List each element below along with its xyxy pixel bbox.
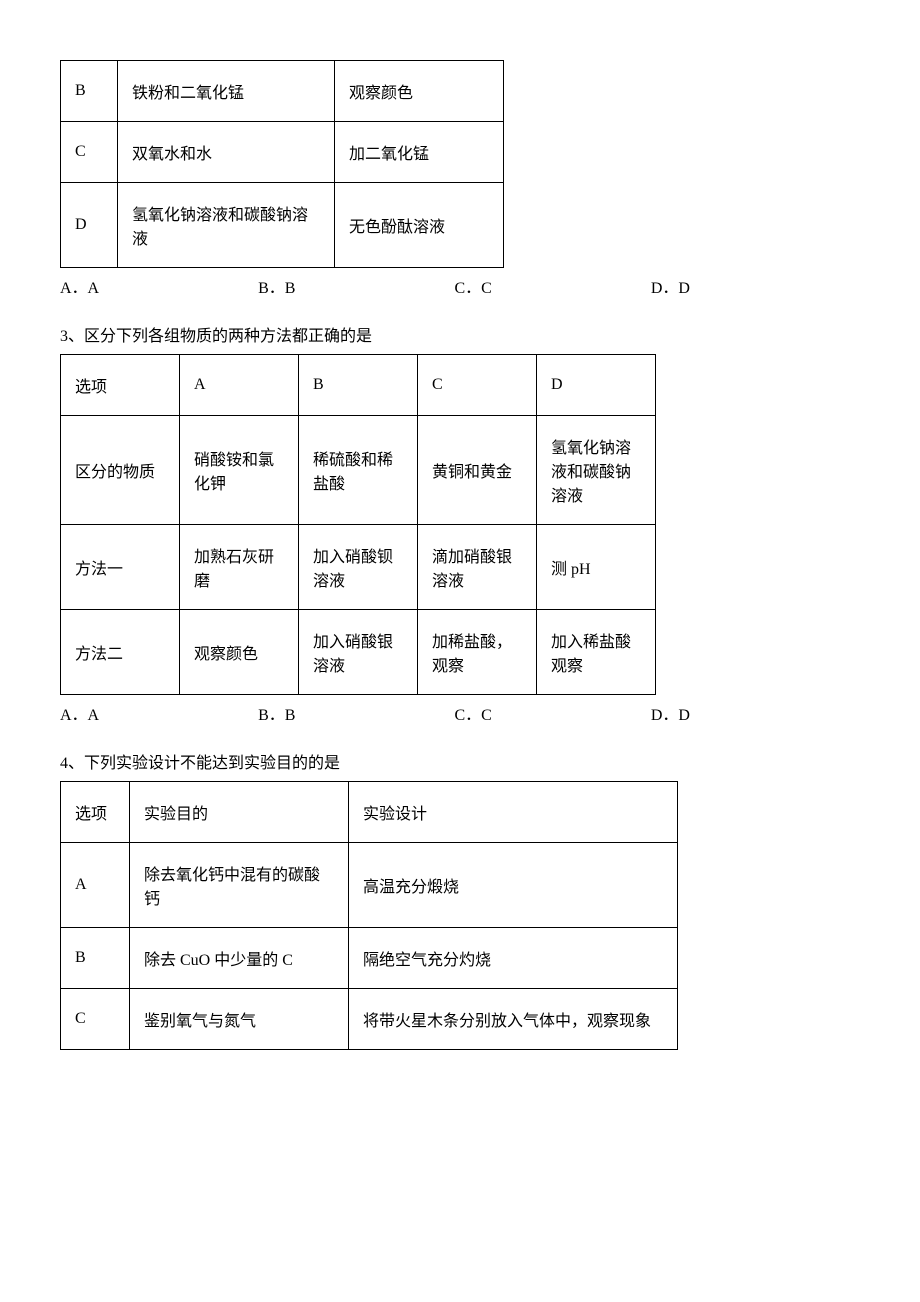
cell: 加二氧化锰 <box>335 122 504 183</box>
table-row: C 双氧水和水 加二氧化锰 <box>61 122 504 183</box>
cell: 无色酚酞溶液 <box>335 183 504 268</box>
option-d: D．D <box>651 701 690 725</box>
table-row: C 鉴别氧气与氮气 将带火星木条分别放入气体中，观察现象 <box>61 989 678 1050</box>
cell: 测 pH <box>537 525 656 610</box>
cell: C <box>61 989 130 1050</box>
cell: 加入硝酸钡溶液 <box>299 525 418 610</box>
cell: 硝酸铵和氯化钾 <box>180 416 299 525</box>
cell: 方法二 <box>61 610 180 695</box>
cell: 铁粉和二氧化锰 <box>118 61 335 122</box>
option-b: B．B <box>258 274 295 298</box>
cell: 黄铜和黄金 <box>418 416 537 525</box>
table-row: 选项 实验目的 实验设计 <box>61 782 678 843</box>
cell: 除去 CuO 中少量的 C <box>130 928 349 989</box>
cell: C <box>418 355 537 416</box>
cell: 加稀盐酸，观察 <box>418 610 537 695</box>
option-b: B．B <box>258 701 295 725</box>
table-row: 方法二 观察颜色 加入硝酸银溶液 加稀盐酸，观察 加入稀盐酸观察 <box>61 610 656 695</box>
cell: 氢氧化钠溶液和碳酸钠溶液 <box>537 416 656 525</box>
question-4-stem: 4、下列实验设计不能达到实验目的的是 <box>60 749 860 773</box>
cell: A <box>61 843 130 928</box>
cell-label: C <box>61 122 118 183</box>
cell: B <box>61 928 130 989</box>
table-row: D 氢氧化钠溶液和碳酸钠溶液 无色酚酞溶液 <box>61 183 504 268</box>
cell: 鉴别氧气与氮气 <box>130 989 349 1050</box>
cell: 将带火星木条分别放入气体中，观察现象 <box>349 989 678 1050</box>
cell: 加入硝酸银溶液 <box>299 610 418 695</box>
cell: 滴加硝酸银溶液 <box>418 525 537 610</box>
cell: 隔绝空气充分灼烧 <box>349 928 678 989</box>
table-q4: 选项 实验目的 实验设计 A 除去氧化钙中混有的碳酸钙 高温充分煅烧 B 除去 … <box>60 781 678 1050</box>
cell: 双氧水和水 <box>118 122 335 183</box>
options-row-q3: A．A B．B C．C D．D <box>60 701 860 725</box>
option-a: A．A <box>60 274 99 298</box>
cell: 实验目的 <box>130 782 349 843</box>
table-row: A 除去氧化钙中混有的碳酸钙 高温充分煅烧 <box>61 843 678 928</box>
cell-label: B <box>61 61 118 122</box>
table-row: 选项 A B C D <box>61 355 656 416</box>
table-row: B 铁粉和二氧化锰 观察颜色 <box>61 61 504 122</box>
cell: 观察颜色 <box>180 610 299 695</box>
cell: A <box>180 355 299 416</box>
cell: 氢氧化钠溶液和碳酸钠溶液 <box>118 183 335 268</box>
question-3-stem: 3、区分下列各组物质的两种方法都正确的是 <box>60 322 860 346</box>
option-c: C．C <box>454 274 491 298</box>
cell: 观察颜色 <box>335 61 504 122</box>
cell: 选项 <box>61 355 180 416</box>
cell: 高温充分煅烧 <box>349 843 678 928</box>
options-row-q2: A．A B．B C．C D．D <box>60 274 860 298</box>
cell: 加熟石灰研磨 <box>180 525 299 610</box>
option-d: D．D <box>651 274 690 298</box>
table-q2: B 铁粉和二氧化锰 观察颜色 C 双氧水和水 加二氧化锰 D 氢氧化钠溶液和碳酸… <box>60 60 504 268</box>
cell: B <box>299 355 418 416</box>
option-a: A．A <box>60 701 99 725</box>
cell: 方法一 <box>61 525 180 610</box>
cell: 区分的物质 <box>61 416 180 525</box>
cell: 加入稀盐酸观察 <box>537 610 656 695</box>
table-q3: 选项 A B C D 区分的物质 硝酸铵和氯化钾 稀硫酸和稀盐酸 黄铜和黄金 氢… <box>60 354 656 695</box>
table-row: B 除去 CuO 中少量的 C 隔绝空气充分灼烧 <box>61 928 678 989</box>
cell: 实验设计 <box>349 782 678 843</box>
cell: 除去氧化钙中混有的碳酸钙 <box>130 843 349 928</box>
cell: D <box>537 355 656 416</box>
cell-label: D <box>61 183 118 268</box>
table-row: 方法一 加熟石灰研磨 加入硝酸钡溶液 滴加硝酸银溶液 测 pH <box>61 525 656 610</box>
cell: 稀硫酸和稀盐酸 <box>299 416 418 525</box>
table-row: 区分的物质 硝酸铵和氯化钾 稀硫酸和稀盐酸 黄铜和黄金 氢氧化钠溶液和碳酸钠溶液 <box>61 416 656 525</box>
cell: 选项 <box>61 782 130 843</box>
option-c: C．C <box>454 701 491 725</box>
